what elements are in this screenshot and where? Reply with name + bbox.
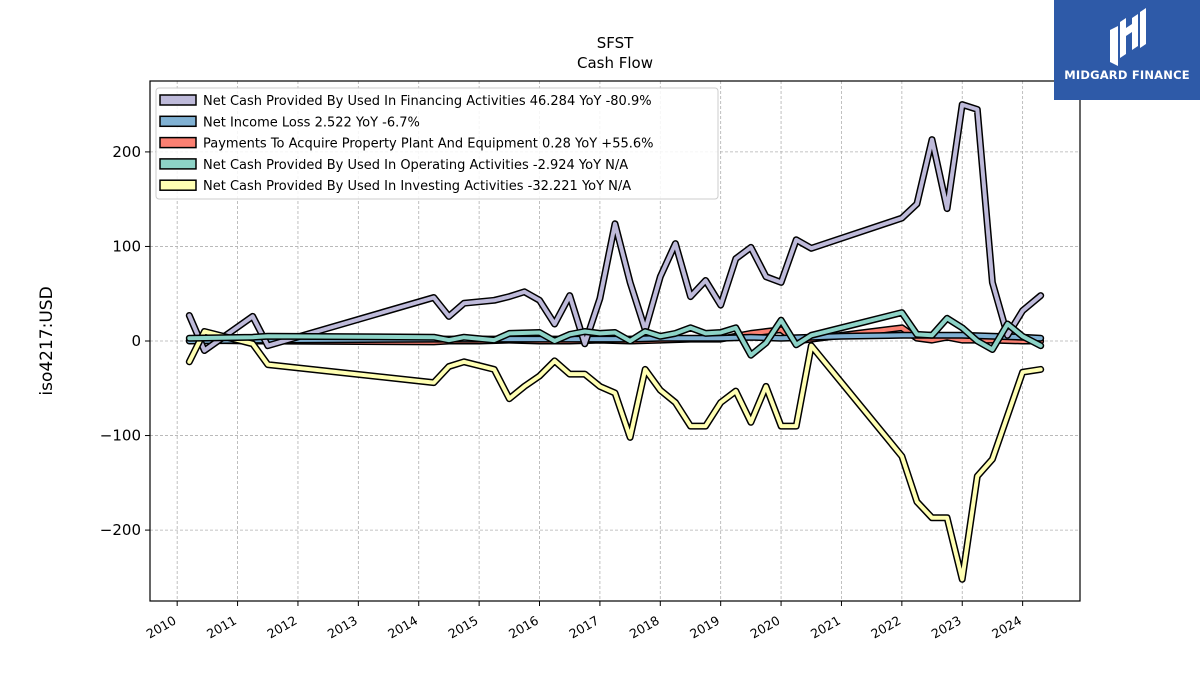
x-tick-label: 2018	[627, 613, 662, 642]
midgard-finance-logo: MIDGARD FINANCE	[1054, 0, 1200, 100]
x-tick-label: 2011	[204, 613, 239, 642]
legend-swatch	[159, 115, 197, 128]
logo-text: MIDGARD FINANCE	[1064, 68, 1190, 82]
series-line-net-cash-provided-by-used-in-financing-activities	[187, 102, 1043, 353]
legend-swatch	[159, 136, 197, 149]
y-tick-label: 200	[112, 143, 141, 161]
y-axis-ticks: −200 −100 0 100 200	[100, 143, 150, 539]
x-tick-label: 2023	[929, 613, 964, 642]
series-line-net-cash-provided-by-used-in-operating-activities	[187, 310, 1043, 358]
legend-swatch	[159, 158, 197, 170]
x-tick-label: 2016	[506, 613, 541, 642]
legend-entry: Net Cash Provided By Used In Financing A…	[203, 94, 652, 109]
legend-entry: Payments To Acquire Property Plant And E…	[203, 137, 654, 152]
chart-subtitle: Cash Flow	[577, 54, 653, 72]
legend-entry: Net Cash Provided By Used In Operating A…	[203, 158, 628, 173]
legend-swatch	[159, 94, 197, 106]
legend-box	[155, 87, 719, 200]
x-tick-label: 2019	[687, 613, 722, 642]
x-tick-label: 2010	[144, 613, 179, 642]
y-axis-label: iso4217:USD	[37, 286, 57, 395]
x-tick-label: 2017	[566, 613, 601, 642]
x-tick-label: 2024	[989, 613, 1024, 642]
legend-swatch	[159, 179, 197, 191]
y-tick-label: −200	[100, 521, 141, 539]
x-tick-label: 2020	[748, 613, 783, 642]
y-tick-label: −100	[100, 427, 141, 445]
legend: Net Cash Provided By Used In Financing A…	[155, 87, 719, 200]
series-line-net-cash-provided-by-used-in-investing-activities	[187, 329, 1043, 582]
series-lines	[185, 101, 1045, 583]
x-tick-label: 2013	[325, 613, 360, 642]
x-tick-label: 2022	[868, 613, 903, 642]
x-tick-label: 2015	[446, 613, 481, 642]
x-tick-label: 2014	[385, 613, 420, 642]
legend-entry: Net Income Loss 2.522 YoY -6.7%	[203, 115, 420, 130]
x-axis-ticks: 2010 2011 2012 2013 2014 2015 2016 2017 2018 2019…	[144, 601, 1024, 642]
y-tick-label: 100	[112, 237, 141, 255]
logo-mark-icon	[1110, 8, 1146, 66]
y-tick-label: 0	[131, 332, 141, 350]
legend-entry: Net Cash Provided By Used In Investing A…	[203, 179, 631, 194]
chart-title: SFST	[597, 34, 634, 52]
x-tick-label: 2021	[808, 613, 843, 642]
x-tick-label: 2012	[264, 613, 299, 642]
